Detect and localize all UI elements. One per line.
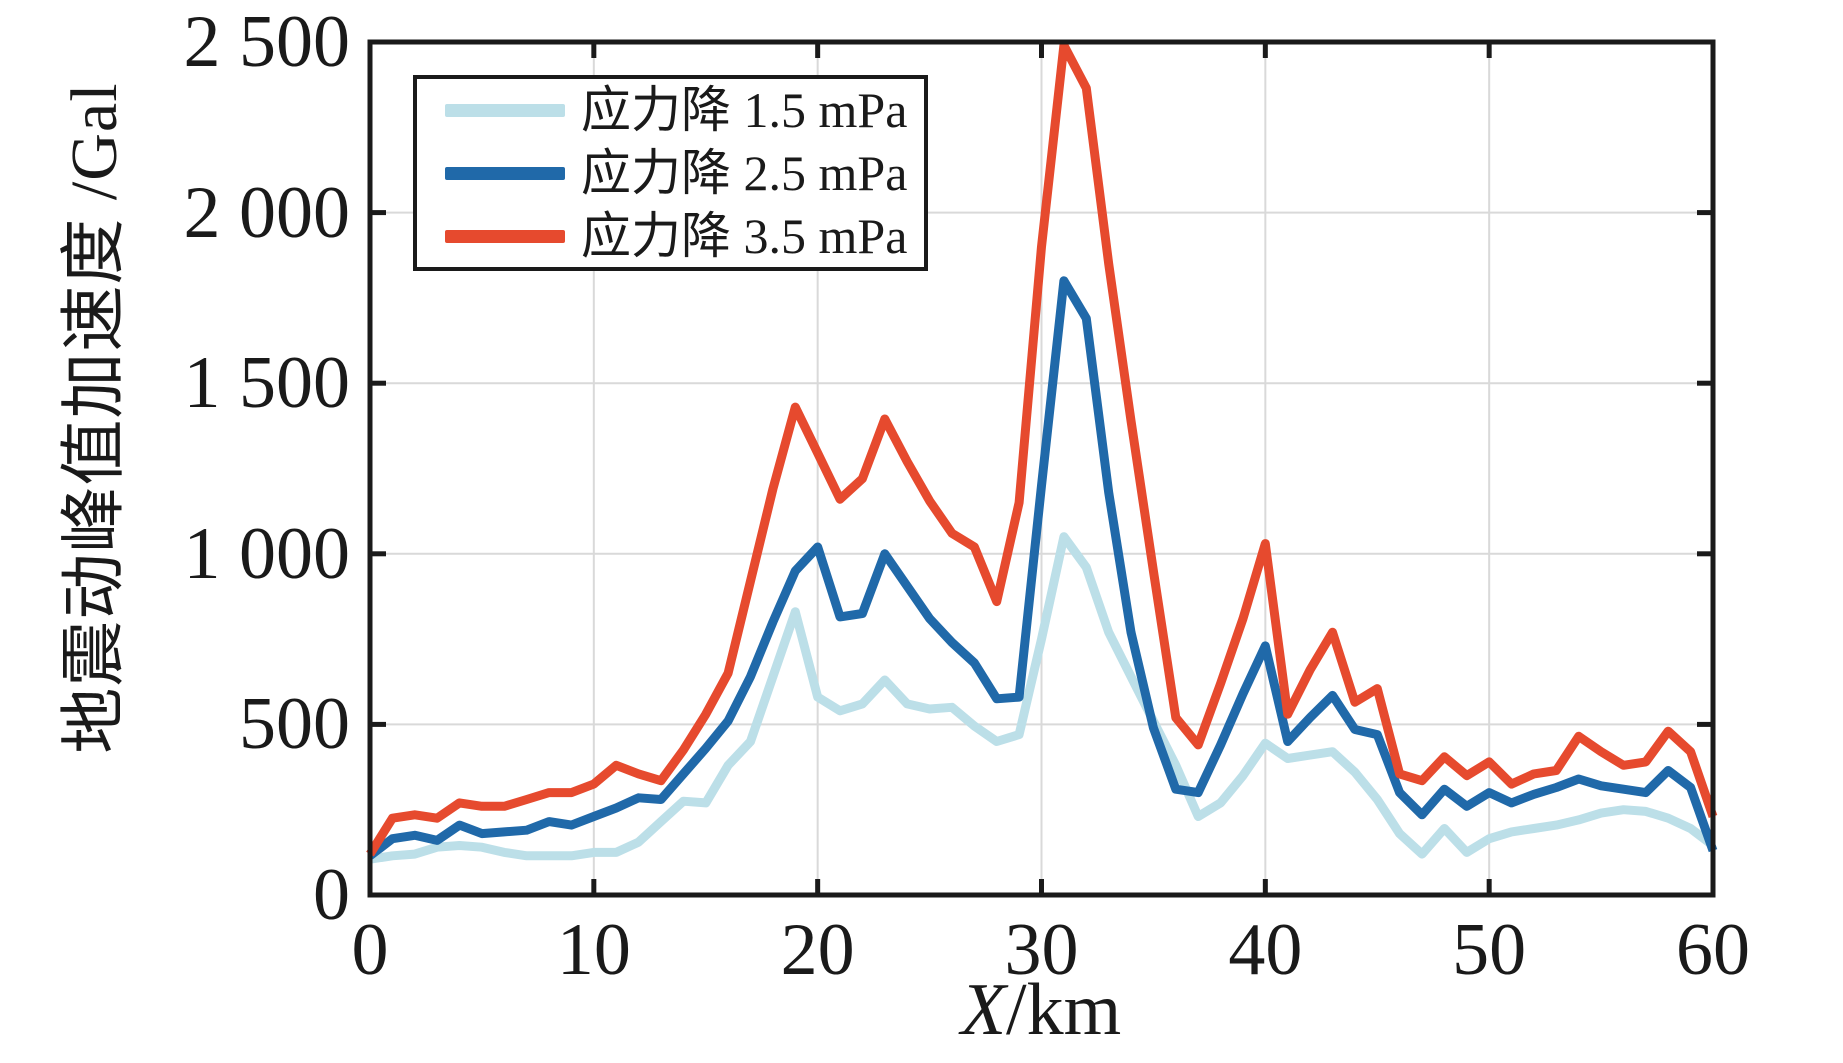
x-tick-label: 50 [1452, 909, 1527, 991]
legend-line-swatch-blue [445, 166, 565, 180]
y-tick-label: 0 [313, 854, 350, 936]
y-axis-title: 地震动峰值加速度 /Gal [58, 82, 131, 754]
y-tick-label: 2 500 [183, 1, 351, 83]
series-line-1 [367, 276, 1718, 860]
x-tick-label: 40 [1228, 909, 1303, 991]
x-axis-title-unit: /km [1006, 969, 1122, 1051]
y-tick-label: 1 000 [183, 512, 351, 595]
legend-label: 应力降 3.5 mPa [581, 208, 908, 264]
x-tick-label: 20 [780, 909, 855, 991]
x-tick-label: 0 [351, 909, 389, 991]
legend: 应力降 1.5 mPa 应力降 2.5 mPa 应力降 3.5 mPa [413, 75, 928, 271]
legend-label: 应力降 2.5 mPa [581, 145, 908, 201]
legend-line-swatch-light-blue [445, 103, 565, 117]
x-axis-title: X/km [961, 968, 1121, 1053]
legend-line-swatch-red [445, 229, 565, 243]
x-tick-label: 10 [556, 909, 631, 991]
y-tick-label: 2 000 [183, 171, 351, 254]
series-line-2 [366, 40, 1718, 857]
x-axis-title-variable: X [960, 969, 1007, 1051]
y-tick-label: 500 [239, 683, 350, 766]
legend-label: 应力降 1.5 mPa [581, 82, 908, 138]
x-tick-label: 60 [1676, 909, 1750, 991]
legend-item-3-5-mpa: 应力降 3.5 mPa [445, 209, 914, 263]
legend-item-1-5-mpa: 应力降 1.5 mPa [445, 83, 914, 137]
series-line-0 [369, 532, 1716, 864]
y-tick-label: 1 500 [183, 342, 351, 425]
legend-item-2-5-mpa: 应力降 2.5 mPa [445, 146, 914, 200]
x-tick-label: 30 [1004, 909, 1079, 991]
